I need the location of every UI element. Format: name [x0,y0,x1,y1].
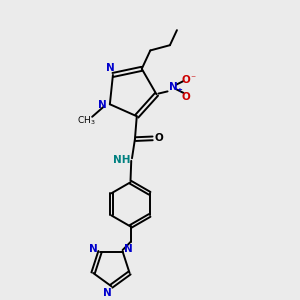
Text: NH: NH [113,155,130,166]
Text: N: N [89,244,98,254]
Text: N: N [169,82,178,92]
Text: CH$_3$: CH$_3$ [77,114,96,127]
Text: O: O [182,75,191,85]
Text: N: N [98,100,107,110]
Text: N: N [124,244,133,254]
Text: N: N [103,288,111,298]
Text: O: O [182,92,191,102]
Text: ⁻: ⁻ [190,75,196,85]
Text: N: N [106,63,114,73]
Text: +: + [176,87,182,93]
Text: O: O [155,134,164,143]
